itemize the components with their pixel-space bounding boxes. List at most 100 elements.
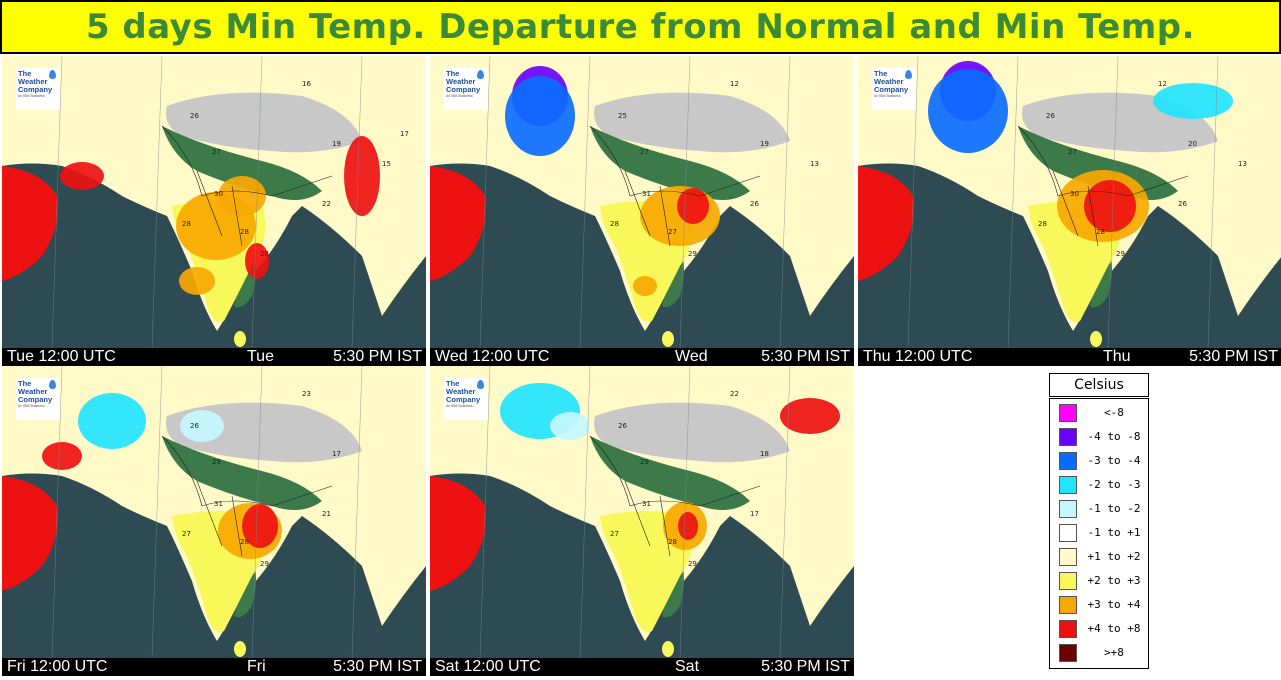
title-bar: 5 days Min Temp. Departure from Normal a… [0,0,1281,54]
gangetic-plain [162,436,322,510]
gangetic-plain [162,126,322,200]
logo-line2: Weather [446,387,476,396]
logo-line1: The [874,69,888,78]
temperature-label: 28 [610,220,619,228]
departure-blob [42,442,82,470]
grid-line [1107,56,1119,348]
temperature-label: 15 [382,160,391,168]
arabia-region [2,476,58,591]
temperature-label: 27 [212,148,221,156]
grid-line [479,56,491,348]
temperature-label: 26 [618,422,627,430]
temperature-label: 16 [302,80,311,88]
grid-line [579,366,591,658]
departure-blob [677,188,709,224]
logo-line2: Weather [18,77,48,86]
logo-line1: The [18,379,32,388]
logo-sub: An IBM Business [18,94,45,98]
legend-row: -1 to +1 [1050,521,1148,545]
temperature-label: 28 [1096,228,1105,236]
temperature-label: 31 [642,500,651,508]
drop-icon [49,70,56,79]
temperature-label: 22 [322,200,331,208]
day-label: Tue [247,348,274,365]
logo-sub: An IBM Business [874,94,901,98]
grid-line [907,56,919,348]
temperature-label: 22 [730,390,739,398]
legend-label: +3 to +4 [1087,598,1141,611]
legend-row: +2 to +3 [1050,569,1148,593]
legend-row: >+8 [1050,641,1148,665]
page-title: 5 days Min Temp. Departure from Normal a… [85,7,1196,47]
grid-line [1207,56,1219,348]
legend-swatch [1059,404,1077,422]
temperature-label: 28 [182,220,191,228]
logo-sub: An IBM Business [18,404,45,408]
temperature-label: 26 [190,422,199,430]
state-boundaries [161,435,333,557]
legend-row: -3 to -4 [1050,449,1148,473]
day-label: Fri [247,658,266,675]
logo-line3: Company [18,395,53,404]
legend-swatch [1059,452,1077,470]
temperature-label: 23 [302,390,311,398]
sri-lanka [234,641,246,657]
legend-label: -1 to -2 [1087,502,1141,515]
temperature-label: 29 [688,560,697,568]
day-label: Wed [675,348,708,365]
grid-line [151,366,163,658]
legend-row: +1 to +2 [1050,545,1148,569]
map-panel-fri: 26 29 31 27 28 29 21 17 23 The Weather Company An IB… [2,366,426,676]
temperature-label: 27 [182,530,191,538]
temperature-label: 30 [214,190,223,198]
drop-icon [477,380,484,389]
temperature-label: 25 [618,112,627,120]
temperature-label: 26 [190,112,199,120]
legend-row: +3 to +4 [1050,593,1148,617]
legend-swatch [1059,596,1077,614]
temperature-label: 26 [750,200,759,208]
temperature-label: 31 [214,500,223,508]
tibet-plateau [166,92,362,153]
utc-time: Wed 12:00 UTC [435,348,550,365]
drop-icon [49,380,56,389]
departure-blob [60,162,104,190]
forecast-map: 26 27 30 28 28 28 22 19 16 15 17 [2,56,426,348]
grid-line [679,56,691,348]
temperature-label: 27 [1068,148,1077,156]
utc-time: Tue 12:00 UTC [7,348,116,365]
temperature-label: 17 [400,130,409,138]
temperature-label: 17 [750,510,759,518]
grid-line [479,366,491,658]
departure-blob [180,410,224,442]
grid-line [779,56,791,348]
logo-line2: Weather [874,77,904,86]
utc-time: Thu 12:00 UTC [863,348,973,365]
departure-blob [928,69,1008,153]
temperature-label: 27 [668,228,677,236]
departure-blob [242,504,278,548]
panel-footer: Sat 12:00 UTC Sat 5:30 PM IST [430,658,854,676]
temperature-label: 29 [640,458,649,466]
state-boundaries [161,125,333,247]
logo-line1: The [446,379,460,388]
map-panel-wed: 25 27 31 28 27 29 26 19 12 13 The Weather Company An … [430,56,854,366]
departure-blob [245,243,269,279]
grid-line [251,56,263,348]
drop-icon [477,70,484,79]
temperature-label: 31 [642,190,651,198]
arabia-region [430,166,486,281]
temperature-label: 28 [240,538,249,546]
map-panel-sat: 26 29 31 27 28 29 17 18 22 The Weather Company An IB… [430,366,854,676]
grid-line [679,366,691,658]
temperature-label: 28 [260,250,269,258]
temperature-label: 17 [332,450,341,458]
legend-label: >+8 [1104,646,1124,659]
weather-company-logo: The Weather Company An IBM Business [444,378,488,420]
departure-blob [780,398,840,434]
temperature-label: 12 [730,80,739,88]
legend-label: -1 to +1 [1087,526,1141,539]
legend-body: <-8 -4 to -8 -3 to -4 -2 to -3 -1 to -2 -1 to… [1049,398,1149,669]
temperature-label: 18 [760,450,769,458]
legend-label: -4 to -8 [1087,430,1141,443]
